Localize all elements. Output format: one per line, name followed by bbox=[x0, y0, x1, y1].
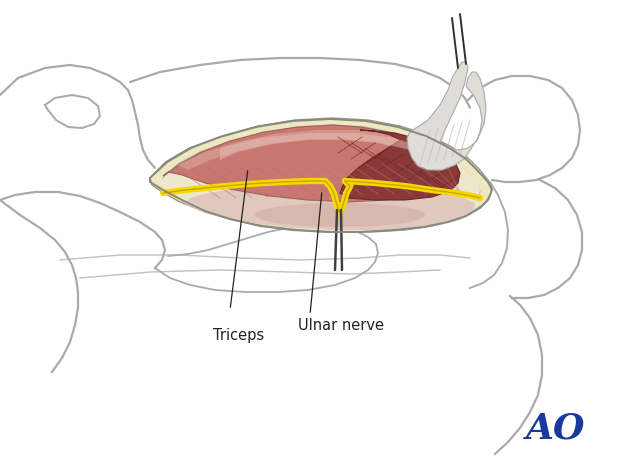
Polygon shape bbox=[163, 125, 458, 202]
Polygon shape bbox=[150, 118, 492, 232]
Polygon shape bbox=[178, 130, 452, 172]
Text: Ulnar nerve: Ulnar nerve bbox=[298, 318, 384, 333]
Polygon shape bbox=[255, 203, 425, 227]
Text: Triceps: Triceps bbox=[213, 328, 264, 343]
Polygon shape bbox=[160, 126, 480, 228]
Polygon shape bbox=[220, 133, 435, 160]
Polygon shape bbox=[185, 182, 475, 230]
Polygon shape bbox=[160, 126, 480, 228]
Polygon shape bbox=[340, 130, 460, 200]
Polygon shape bbox=[150, 118, 492, 232]
Polygon shape bbox=[407, 62, 486, 170]
Text: AO: AO bbox=[526, 411, 586, 445]
